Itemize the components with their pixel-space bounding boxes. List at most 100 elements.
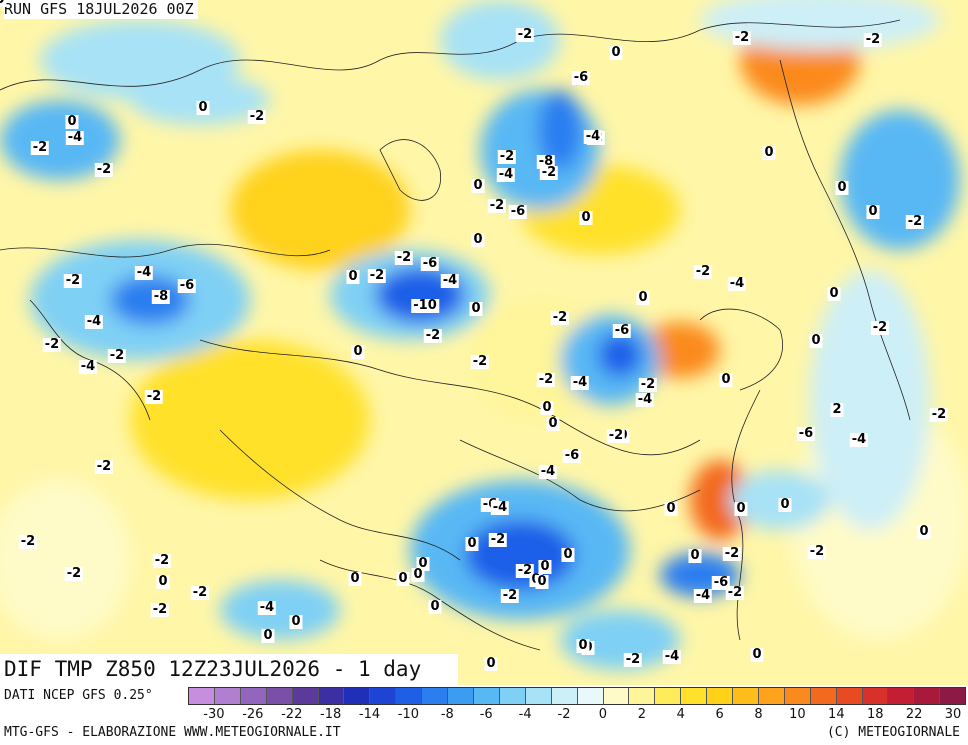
contour-label: -2 (367, 268, 387, 283)
colorbar-tick-label: 10 (789, 707, 806, 722)
run-header: RUN GFS 18JUL2026 00Z (4, 0, 198, 19)
contour-label: -2 (550, 310, 570, 325)
contour-label: -6 (571, 70, 591, 85)
contour-label: 0 (411, 567, 425, 582)
colorbar-swatch (681, 688, 708, 704)
contour-label: -4 (570, 375, 590, 390)
contour-label: 0 (664, 501, 678, 516)
contour-label: 0 (471, 232, 485, 247)
contour-label: -10 (411, 298, 439, 313)
colorbar-tick-label: 2 (637, 707, 646, 722)
contour-label: -2 (693, 264, 713, 279)
contour-label: 0 (561, 547, 575, 562)
colorbar-swatch (888, 688, 915, 704)
contour-label: 0 (750, 647, 764, 662)
colorbar-swatch (240, 688, 267, 704)
contour-label: -2 (144, 389, 164, 404)
data-source: DATI NCEP GFS 0.25° (4, 688, 153, 703)
contour-label: -8 (151, 289, 171, 304)
contour-label: -4 (78, 359, 98, 374)
contour-label: -2 (500, 588, 520, 603)
contour-label: 0 (261, 628, 275, 643)
colorbar-swatch (603, 688, 630, 704)
colorbar-tick-label: -8 (440, 707, 454, 722)
colorbar-tick-label: 0 (598, 707, 608, 722)
contour-label: -2 (497, 149, 517, 164)
colorbar-swatch (810, 688, 837, 704)
colorbar-swatch (422, 688, 449, 704)
contour-label: 0 (827, 286, 841, 301)
colorbar-swatch (655, 688, 682, 704)
contour-label: -2 (394, 250, 414, 265)
contour-label: -6 (796, 426, 816, 441)
contour-label: -2 (247, 109, 267, 124)
colorbar-swatch (448, 688, 474, 704)
contour-label: -2 (515, 27, 535, 42)
colorbar (188, 687, 966, 705)
colorbar-swatch (189, 688, 215, 704)
contour-label: 2 (830, 402, 844, 417)
contour-label: -2 (870, 320, 890, 335)
contour-label: -2 (863, 32, 883, 47)
colorbar-swatch (214, 688, 241, 704)
colorbar-swatch (318, 688, 345, 704)
contour-label: 0 (688, 548, 702, 563)
colorbar-tick-label: 4 (676, 707, 685, 722)
colorbar-tick-label: -26 (242, 707, 264, 722)
contour-label: -6 (420, 256, 440, 271)
colorbar-swatch (707, 688, 734, 704)
contour-label: -4 (490, 500, 510, 515)
contour-label: 0 (809, 333, 823, 348)
contour-label: -4 (134, 265, 154, 280)
contour-label: -4 (257, 600, 277, 615)
contour-label: 0 (156, 574, 170, 589)
temperature-anomaly-map[interactable]: RUN GFS 18JUL2026 00Z -2 0 -2 -2 0 -6 0 -2 -4 -2-… (0, 0, 968, 685)
colorbar-swatch (266, 688, 293, 704)
contour-label: 0 (465, 536, 479, 551)
contour-label: -2 (423, 328, 443, 343)
colorbar-swatch (784, 688, 811, 704)
legend-footer: DATI NCEP GFS 0.25° -30 -26 -22 -18 -14 -10 -8… (0, 685, 968, 745)
colorbar-swatch (292, 688, 319, 704)
contour-label: -4 (693, 588, 713, 603)
anomaly-field (0, 0, 968, 670)
contour-label: -4 (635, 392, 655, 407)
colorbar-swatch (551, 688, 578, 704)
contour-label: 0 (576, 638, 590, 653)
contour-label: 0 (546, 416, 560, 431)
contour-label: -2 (470, 354, 490, 369)
contour-label: -2 (638, 377, 658, 392)
colorbar-tick-label: -18 (320, 707, 342, 722)
contour-label: -2 (732, 30, 752, 45)
contour-label: 0 (538, 559, 552, 574)
contour-label: -2 (606, 428, 626, 443)
contour-label: -4 (727, 276, 747, 291)
contour-label: 0 (579, 210, 593, 225)
contour-label: 0 (0, 0, 7, 7)
colorbar-swatch (629, 688, 656, 704)
contour-label: -4 (496, 167, 516, 182)
contour-label: -6 (612, 323, 632, 338)
contour-label: -8 (536, 154, 556, 169)
contour-label: -4 (84, 314, 104, 329)
contour-label: 0 (734, 501, 748, 516)
contour-label: -2 (539, 165, 559, 180)
contour-label: 0 (396, 571, 410, 586)
field-title: DIF TMP Z850 12Z23JUL2026 - 1 day (0, 654, 458, 685)
contour-label: 0 (289, 614, 303, 629)
colorbar-swatch (862, 688, 889, 704)
contour-label: -6 (711, 575, 731, 590)
copyright: (C) METEOGIORNALE (826, 725, 960, 740)
credit-line: MTG-GFS - ELABORAZIONE WWW.METEOGIORNALE… (4, 725, 341, 740)
colorbar-tick-label: -10 (397, 707, 420, 722)
colorbar-swatch (577, 688, 604, 704)
contour-label: 0 (351, 344, 365, 359)
contour-label: -2 (722, 546, 742, 561)
colorbar-ticks: -30 -26 -22 -18 -14 -10 -8 -6 -4 -2 0 2 4 6 8 10 14 18 22 3… (188, 707, 966, 723)
contour-label: -4 (538, 464, 558, 479)
colorbar-tick-label: 14 (828, 707, 845, 722)
contour-label: -2 (63, 273, 83, 288)
contour-label: 0 (348, 571, 362, 586)
contour-label: -2 (488, 532, 508, 547)
contour-label: 0 (65, 114, 79, 129)
